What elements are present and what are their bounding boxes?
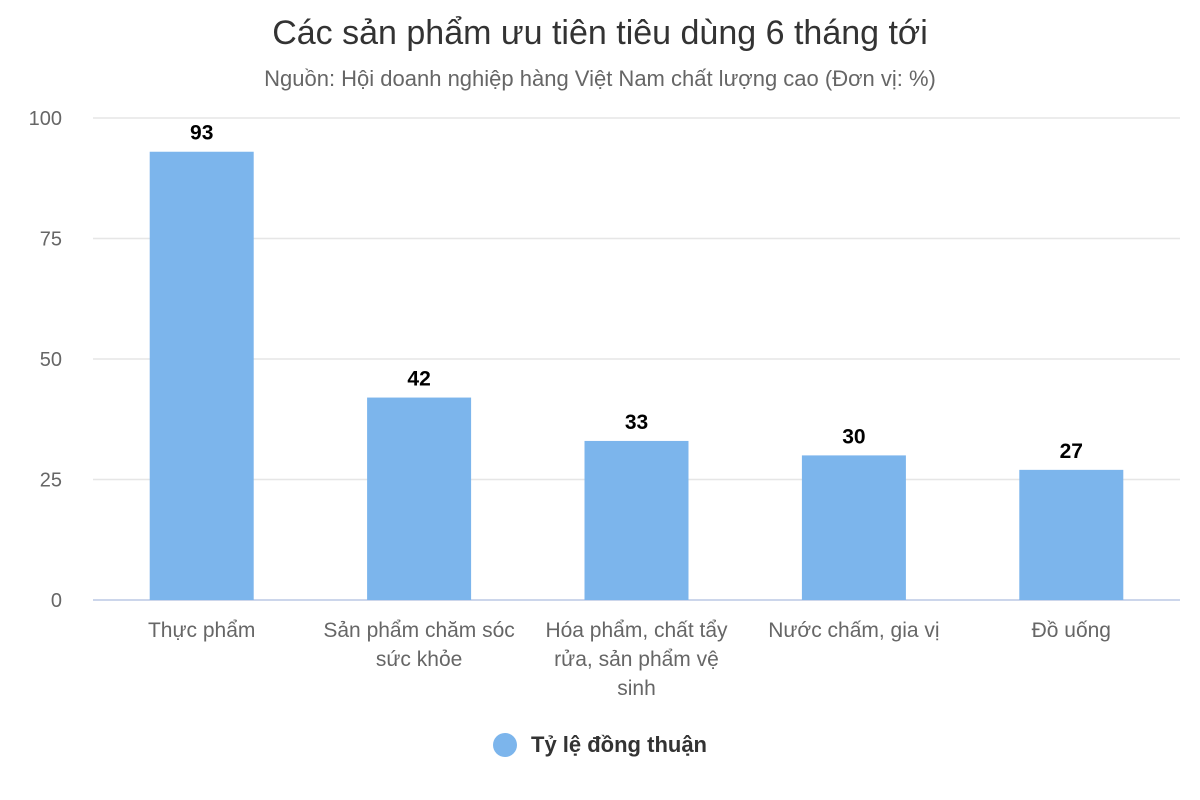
legend: Tỷ lệ đồng thuận: [0, 732, 1200, 758]
legend-item-series[interactable]: Tỷ lệ đồng thuận: [493, 732, 707, 758]
x-category-label: sinh: [617, 677, 656, 700]
x-category-label: Hóa phẩm, chất tẩy: [545, 619, 728, 642]
bar[interactable]: [801, 455, 906, 600]
y-tick-label: 0: [51, 590, 62, 612]
data-label: 33: [625, 411, 648, 434]
data-label: 30: [842, 425, 865, 448]
y-tick-label: 50: [40, 349, 62, 371]
y-tick-label: 100: [29, 108, 62, 130]
x-category-label: Nước chấm, gia vị: [768, 619, 939, 642]
y-tick-label: 75: [40, 229, 62, 251]
chart-title: Các sản phẩm ưu tiên tiêu dùng 6 tháng t…: [272, 14, 928, 52]
y-tick-label: 25: [40, 470, 62, 492]
legend-swatch: [493, 733, 517, 757]
bar[interactable]: [367, 397, 472, 600]
bar[interactable]: [1019, 469, 1124, 600]
legend-label: Tỷ lệ đồng thuận: [531, 732, 707, 757]
data-label: 27: [1060, 440, 1083, 463]
x-category-label: Thực phẩm: [148, 619, 255, 642]
data-label: 42: [407, 368, 430, 391]
x-category-label: sức khỏe: [376, 648, 462, 671]
x-category-label: Sản phẩm chăm sóc: [323, 619, 514, 642]
data-label: 93: [190, 122, 213, 145]
x-category-label: rửa, sản phẩm vệ: [554, 648, 719, 671]
x-category-label: Đồ uống: [1032, 619, 1111, 642]
bar[interactable]: [584, 440, 689, 600]
chart-subtitle: Nguồn: Hội doanh nghiệp hàng Việt Nam ch…: [264, 66, 936, 91]
bar[interactable]: [149, 151, 254, 601]
